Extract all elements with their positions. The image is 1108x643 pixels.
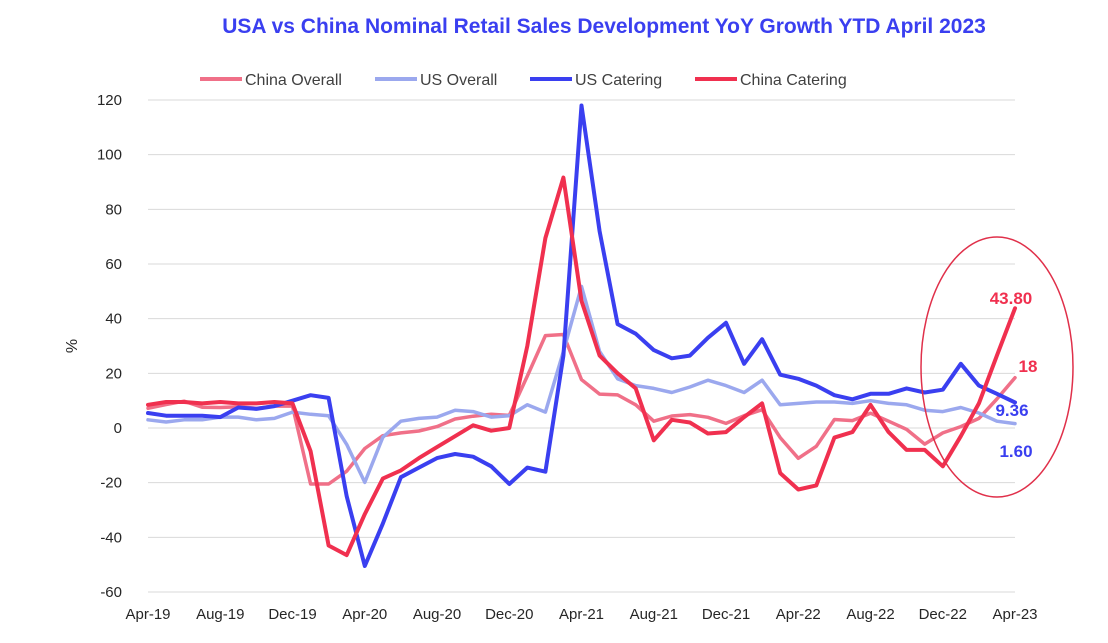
y-tick-label: 80 [105,201,122,218]
end-label-us-catering: 9.36 [995,401,1028,420]
legend-label: China Catering [740,72,847,89]
legend-label: US Overall [420,72,497,89]
y-axis-ticks: 120 100 80 60 40 20 0 -20 -40 -60 [97,92,122,601]
series-line-china-catering [146,175,1017,558]
legend: China Overall US Overall US Catering China … [200,72,847,89]
x-tick-label: Dec-21 [702,606,750,623]
x-tick-label: Aug-22 [846,606,894,623]
chart-title: USA vs China Nominal Retail Sales Develo… [222,15,986,38]
x-tick-label: Dec-20 [485,606,533,623]
series-line-us-catering [146,103,1017,568]
y-tick-label: -60 [100,584,122,601]
y-axis-label: % [64,339,81,353]
x-tick-label: Dec-22 [919,606,967,623]
end-label-us-overall: 1.60 [999,442,1032,461]
x-tick-label: Dec-19 [268,606,316,623]
end-value-labels: 43.80 18 9.36 1.60 [990,289,1038,461]
series-lines [146,103,1017,568]
x-tick-label: Aug-20 [413,606,461,623]
highlight-annotation [920,236,1074,498]
series-line-us-overall [146,284,1017,485]
gridlines [148,99,1015,593]
x-axis-ticks: Apr-19 Aug-19 Dec-19 Apr-20 Aug-20 Dec-20 Apr-… [125,606,1037,623]
x-tick-label: Aug-19 [196,606,244,623]
highlight-ellipse [920,236,1074,498]
y-tick-label: 40 [105,311,122,328]
legend-label: China Overall [245,72,342,89]
x-tick-label: Apr-20 [342,606,387,623]
legend-label: US Catering [575,72,662,89]
y-tick-label: 20 [105,365,122,382]
x-tick-label: Apr-21 [559,606,604,623]
series-line-china-overall [146,332,1017,486]
x-tick-label: Apr-23 [992,606,1037,623]
y-tick-label: 60 [105,256,122,273]
y-tick-label: 0 [114,420,122,437]
x-tick-label: Apr-19 [125,606,170,623]
y-tick-label: 100 [97,147,122,164]
y-tick-label: -40 [100,529,122,546]
y-tick-label: 120 [97,92,122,109]
end-label-china-overall: 18 [1019,357,1038,376]
y-tick-label: -20 [100,475,122,492]
x-tick-label: Aug-21 [630,606,678,623]
x-tick-label: Apr-22 [776,606,821,623]
end-label-china-catering: 43.80 [990,289,1033,308]
